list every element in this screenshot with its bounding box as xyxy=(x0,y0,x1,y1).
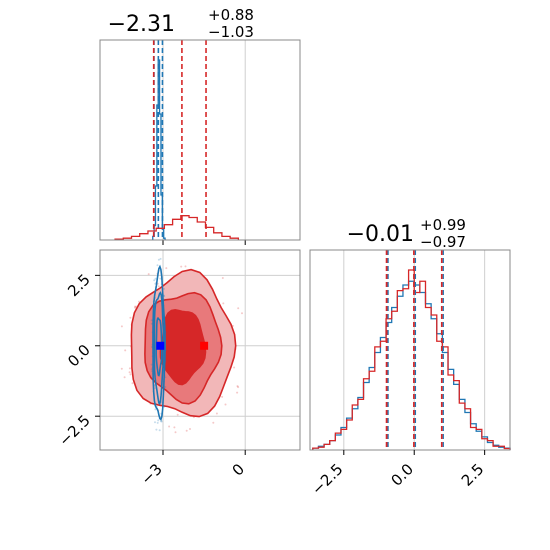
contour-level xyxy=(152,264,166,422)
scatter-point xyxy=(156,421,159,424)
scatter-point xyxy=(134,305,136,308)
title-value: −2.31 xyxy=(108,12,175,37)
panel-title: −2.31 +0.88 −1.03 xyxy=(108,6,254,41)
scatter-point xyxy=(159,257,162,260)
scatter-point xyxy=(123,376,126,379)
title-lower-error: −1.03 xyxy=(208,23,254,41)
histogram-marks xyxy=(312,250,511,450)
scatter-point xyxy=(163,405,166,408)
y-tick-label: 0.0 xyxy=(64,341,94,371)
scatter-point xyxy=(154,277,157,280)
scatter-point xyxy=(150,368,153,371)
marginal-panel-param1: −2.31 +0.88 −1.03 xyxy=(99,6,301,245)
x-tick-label: −3 xyxy=(137,460,165,488)
scatter-point xyxy=(215,412,218,415)
panel-title: −0.01 +0.99 −0.97 xyxy=(347,216,466,251)
scatter-point xyxy=(189,428,191,430)
scatter-point xyxy=(156,264,159,267)
histogram-step xyxy=(114,215,240,240)
scatter-point xyxy=(134,306,137,309)
x-tick-label: −2.5 xyxy=(308,460,346,498)
scatter-point xyxy=(153,279,156,282)
contour-marks xyxy=(120,257,243,434)
contour-level xyxy=(153,291,165,406)
scatter-point xyxy=(221,277,224,279)
truth-marker xyxy=(156,341,165,350)
scatter-point xyxy=(164,386,167,388)
scatter-point xyxy=(224,403,227,406)
scatter-point xyxy=(241,312,243,315)
scatter-point xyxy=(159,277,162,280)
scatter-point xyxy=(180,265,183,268)
scatter-point xyxy=(222,302,225,305)
scatter-point xyxy=(165,267,168,270)
scatter-point xyxy=(184,265,187,268)
scatter-point xyxy=(128,371,131,374)
scatter-point xyxy=(185,429,188,432)
scatter-point xyxy=(237,307,240,310)
scatter-point xyxy=(147,273,150,276)
scatter-point xyxy=(120,325,123,328)
scatter-point xyxy=(237,386,240,389)
scatter-point xyxy=(124,349,127,352)
scatter-point xyxy=(154,421,156,424)
scatter-point xyxy=(174,431,177,434)
joint-panel: −3 0 −2.5 0.0 2.5 xyxy=(55,249,301,488)
x-axis-ticks: −3 0 xyxy=(137,450,248,488)
scatter-point xyxy=(159,420,162,423)
axes-frame xyxy=(99,39,301,241)
axes-frame xyxy=(99,249,301,451)
scatter-point xyxy=(236,391,239,394)
scatter-point xyxy=(157,258,160,261)
y-axis-ticks: −2.5 0.0 2.5 xyxy=(55,270,100,450)
histogram-marks xyxy=(114,40,240,240)
x-tick-label: 0.0 xyxy=(387,460,417,490)
scatter-point xyxy=(176,413,179,416)
scatter-point xyxy=(150,319,153,322)
title-lower-error: −0.97 xyxy=(420,233,466,251)
marginal-panel-param2: −2.5 0.0 2.5 −0.01 +0.99 −0.97 xyxy=(308,216,511,499)
scatter-point xyxy=(128,367,131,370)
scatter-point xyxy=(168,425,171,428)
scatter-point xyxy=(233,366,236,369)
scatter-point xyxy=(163,287,165,290)
x-tick-label: 0 xyxy=(229,460,248,479)
scatter-point xyxy=(120,367,123,370)
scatter-point xyxy=(150,363,153,366)
title-value: −0.01 xyxy=(347,222,414,247)
scatter-point xyxy=(157,285,160,288)
y-tick-label: 2.5 xyxy=(64,270,94,300)
title-upper-error: +0.99 xyxy=(420,216,466,234)
scatter-point xyxy=(173,426,176,429)
scatter-point xyxy=(160,420,163,423)
scatter-point xyxy=(236,385,239,388)
scatter-point xyxy=(129,373,132,376)
scatter-point xyxy=(158,429,161,432)
x-tick-label: 2.5 xyxy=(458,460,488,490)
truth-marker xyxy=(200,341,209,350)
histogram-step xyxy=(312,269,511,450)
scatter-point xyxy=(155,428,158,431)
scatter-point xyxy=(131,382,134,385)
scatter-point xyxy=(129,316,132,319)
axes-frame xyxy=(309,249,511,451)
scatter-point xyxy=(221,395,224,398)
x-axis-ticks: −2.5 0.0 2.5 xyxy=(308,450,487,499)
histogram-step xyxy=(312,280,511,450)
y-tick-label: −2.5 xyxy=(55,411,93,449)
grid-lines xyxy=(162,40,246,245)
scatter-point xyxy=(212,421,215,424)
title-upper-error: +0.88 xyxy=(208,6,254,24)
scatter-point xyxy=(163,298,166,301)
scatter-point xyxy=(157,419,160,422)
scatter-point xyxy=(138,300,140,303)
scatter-point xyxy=(154,408,157,411)
